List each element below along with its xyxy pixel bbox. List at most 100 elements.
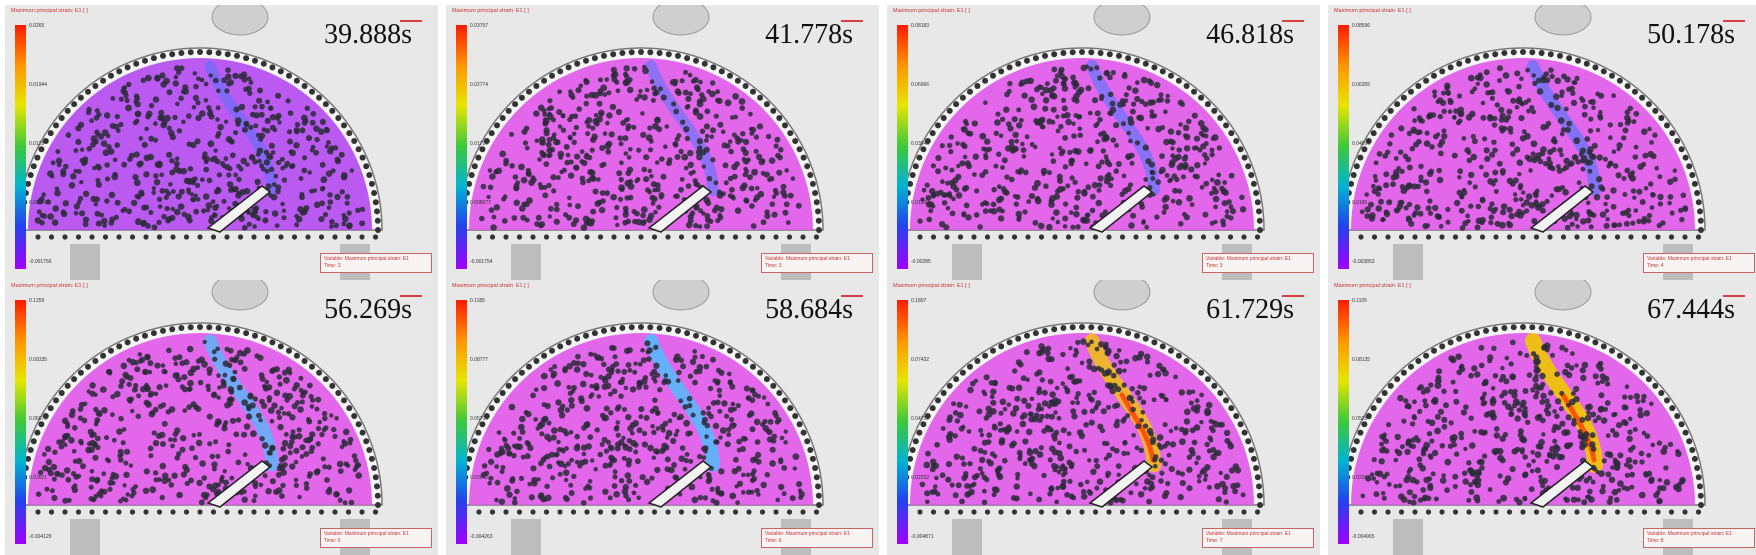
time-step-label: Time: 3 [765, 263, 782, 269]
colorbar-tick-label: 0.06066 [911, 82, 930, 88]
colorbar-tick-label: -0.004129 [29, 534, 52, 540]
strain-panel: Maximum principal strain: E1 [ ] 0.0265 0.… [5, 5, 438, 280]
time-step-label: Time: 6 [765, 538, 782, 544]
colorbar-tick-label: 0.02252 [911, 475, 930, 481]
time-step-label: Time: 4 [1647, 263, 1664, 269]
red-marker [1282, 295, 1304, 297]
variable-label: Variable: Maximum principal strain: E1 [324, 531, 409, 537]
variable-label: Variable: Maximum principal strain: E1 [1647, 531, 1732, 537]
variable-info-box: Variable: Maximum principal strain: E1 Ti… [1643, 528, 1755, 548]
colorbar-tick-label: -0.004263 [470, 534, 493, 540]
strain-panel: Maximum principal strain: E1 [ ] 0.1259 0.… [5, 280, 438, 555]
colorbar-title: Maximum principal strain: E1 [ ] [11, 283, 88, 289]
colorbar-tick-label: 0.01832 [911, 200, 930, 206]
specimen-scene [887, 280, 1320, 555]
specimen-scene [446, 280, 879, 555]
timestamp-label: 56.269s [324, 294, 412, 325]
colorbar-tick-label: -0.00285 [911, 259, 931, 265]
variable-info-box: Variable: Maximum principal strain: E1 Ti… [1202, 528, 1314, 548]
colorbar-title: Maximum principal strain: E1 [ ] [1334, 8, 1411, 14]
colorbar-tick-label: 0.09335 [29, 357, 48, 363]
strain-panel: Maximum principal strain: E1 [ ] 0.1105 0.… [1328, 280, 1756, 555]
colorbar [1338, 300, 1349, 544]
colorbar-tick-label: 0.02774 [470, 82, 489, 88]
colorbar-tick-label: 0.1185 [470, 298, 485, 304]
colorbar-tick-label: 0.01790 [470, 141, 489, 147]
colorbar-tick-label: 0.04752 [911, 416, 930, 422]
colorbar-tick-label: 0.01944 [29, 82, 48, 88]
timestamp-label: 50.178s [1647, 19, 1735, 50]
colorbar-tick-label: 0.05284 [1352, 416, 1371, 422]
colorbar-tick-label: 0.02387 [1352, 475, 1371, 481]
strain-panel: Maximum principal strain: E1 [ ] 0.03757 0… [446, 5, 879, 280]
variable-label: Variable: Maximum principal strain: E1 [1647, 256, 1732, 262]
time-step-label: Time: 3 [1206, 263, 1223, 269]
colorbar-tick-label: 0.03757 [470, 23, 489, 29]
colorbar-title: Maximum principal strain: E1 [ ] [893, 8, 970, 14]
variable-label: Variable: Maximum principal strain: E1 [1206, 256, 1291, 262]
variable-info-box: Variable: Maximum principal strain: E1 Ti… [320, 253, 432, 273]
red-marker [1723, 295, 1745, 297]
red-marker [841, 20, 863, 22]
variable-info-box: Variable: Maximum principal strain: E1 Ti… [761, 528, 873, 548]
colorbar-tick-label: 0.08183 [911, 23, 930, 29]
colorbar-tick-label: 0.1259 [29, 298, 45, 304]
colorbar-tick-label: 0.06355 [1352, 82, 1371, 88]
variable-label: Variable: Maximum principal strain: E1 [765, 256, 850, 262]
time-step-label: Time: 7 [1206, 538, 1223, 544]
colorbar-tick-label: 0.08777 [470, 357, 489, 363]
colorbar-tick-label: -0.004965 [1352, 534, 1375, 540]
colorbar [15, 25, 26, 269]
red-marker [400, 20, 422, 22]
variable-info-box: Variable: Maximum principal strain: E1 Ti… [320, 528, 432, 548]
colorbar-tick-label: -0.003853 [1352, 259, 1375, 265]
colorbar-tick-label: 0.0128 [29, 141, 45, 147]
colorbar-tick-label: 0.08135 [1352, 357, 1371, 363]
variable-info-box: Variable: Maximum principal strain: E1 Ti… [1202, 253, 1314, 273]
colorbar-tick-label: -0.004871 [911, 534, 934, 540]
strain-panel: Maximum principal strain: E1 [ ] 0.08183 0… [887, 5, 1320, 280]
colorbar-tick-label: 0.1807 [911, 298, 927, 304]
timestamp-label: 39.888s [324, 19, 412, 50]
red-marker [400, 295, 422, 297]
colorbar-tick-label: 0.04096 [1352, 141, 1371, 147]
colorbar-tick-label: 0.1105 [1352, 298, 1367, 304]
colorbar-title: Maximum principal strain: E1 [ ] [11, 8, 88, 14]
red-marker [841, 295, 863, 297]
colorbar [1338, 25, 1349, 269]
timestamp-label: 41.778s [765, 19, 853, 50]
specimen-scene [1328, 280, 1756, 555]
colorbar-tick-label: 0.06079 [29, 416, 48, 422]
colorbar-tick-label: 0.08596 [1352, 23, 1371, 29]
time-step-label: Time: 5 [324, 538, 341, 544]
timestamp-label: 67.444s [1647, 294, 1735, 325]
variable-info-box: Variable: Maximum principal strain: E1 Ti… [1643, 253, 1755, 273]
timestamp-label: 46.818s [1206, 19, 1294, 50]
specimen-scene [5, 280, 438, 555]
variable-label: Variable: Maximum principal strain: E1 [765, 531, 850, 537]
colorbar-tick-label: 0.0265 [29, 23, 45, 29]
colorbar-tick-label: 0.005408 [29, 200, 50, 206]
colorbar-title: Maximum principal strain: E1 [ ] [1334, 283, 1411, 289]
variable-label: Variable: Maximum principal strain: E1 [324, 256, 409, 262]
colorbar [456, 300, 467, 544]
variable-label: Variable: Maximum principal strain: E1 [1206, 531, 1291, 537]
colorbar-tick-label: 0.02642 [470, 475, 489, 481]
colorbar [456, 25, 467, 269]
colorbar-tick-label: 0.0186 [1352, 200, 1368, 206]
variable-info-box: Variable: Maximum principal strain: E1 Ti… [761, 253, 873, 273]
specimen-scene [5, 5, 438, 280]
colorbar-tick-label: -0.001756 [29, 259, 52, 265]
colorbar-tick-label: -0.001754 [470, 259, 493, 265]
colorbar [897, 25, 908, 269]
red-marker [1282, 20, 1304, 22]
colorbar-tick-label: 0.03948 [911, 141, 930, 147]
time-step-label: Time: 8 [1647, 538, 1664, 544]
strain-panel: Maximum principal strain: E1 [ ] 0.1807 0.… [887, 280, 1320, 555]
colorbar-tick-label: 0.05703 [470, 416, 489, 422]
time-step-label: Time: 3 [324, 263, 341, 269]
colorbar [15, 300, 26, 544]
colorbar-title: Maximum principal strain: E1 [ ] [452, 283, 529, 289]
colorbar-tick-label: 0.02821 [29, 475, 48, 481]
